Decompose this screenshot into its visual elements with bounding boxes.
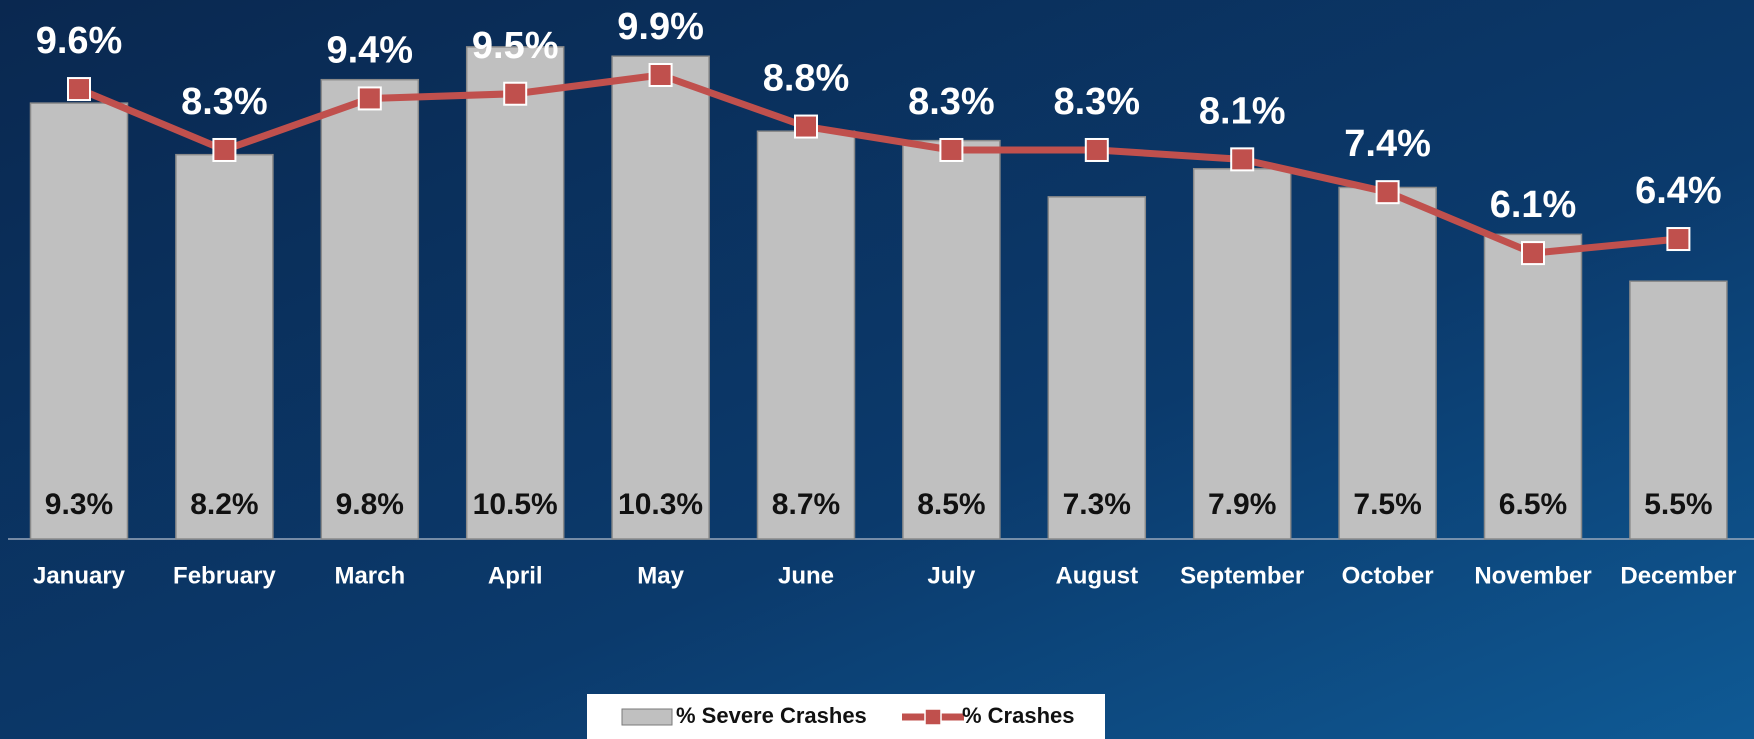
x-tick-label: March bbox=[334, 562, 405, 589]
legend-label: % Severe Crashes bbox=[676, 703, 867, 728]
legend bbox=[587, 694, 1105, 739]
bar bbox=[1192, 167, 1292, 540]
bar bbox=[611, 55, 710, 540]
line bbox=[77, 71, 1679, 257]
bar-value-label: 7.5% bbox=[1353, 488, 1421, 521]
bar-value-label: 9.3% bbox=[45, 488, 113, 521]
line-value-label: 6.4% bbox=[1635, 170, 1722, 212]
line-value-label: 8.3% bbox=[1053, 81, 1140, 123]
bar bbox=[1629, 280, 1728, 540]
line-value-label: 6.1% bbox=[1490, 184, 1577, 226]
x-tick-label: January bbox=[33, 562, 126, 589]
line-value-label: 9.5% bbox=[472, 25, 559, 67]
bar-value-label: 10.5% bbox=[473, 488, 558, 521]
bar bbox=[29, 102, 129, 540]
bar-value-label: 7.3% bbox=[1063, 488, 1131, 521]
x-tick-label: June bbox=[778, 562, 834, 589]
bar-value-label: 10.3% bbox=[618, 488, 703, 521]
x-tick-label: November bbox=[1474, 562, 1591, 589]
bar-value-label: 6.5% bbox=[1499, 488, 1567, 521]
line-marker bbox=[67, 77, 91, 102]
bar-value-label: 5.5% bbox=[1644, 488, 1712, 521]
line-value-label: 8.8% bbox=[763, 58, 850, 100]
x-tick-label: May bbox=[637, 562, 684, 589]
x-tick-label: September bbox=[1180, 562, 1304, 589]
line-marker bbox=[357, 86, 382, 111]
x-tick-label: December bbox=[1620, 562, 1736, 589]
line-value-label: 7.4% bbox=[1344, 123, 1431, 165]
line-value-label: 9.4% bbox=[326, 29, 413, 71]
bar-value-label: 9.8% bbox=[336, 488, 404, 521]
line-value-label: 8.1% bbox=[1199, 90, 1286, 132]
legend-swatch-marker bbox=[924, 708, 942, 726]
bar bbox=[1338, 186, 1437, 540]
bar bbox=[320, 78, 420, 540]
line-value-label: 8.3% bbox=[908, 81, 995, 123]
bar bbox=[1047, 196, 1147, 540]
bar-value-label: 8.2% bbox=[190, 488, 258, 521]
line-marker bbox=[939, 137, 964, 162]
bar bbox=[756, 130, 856, 540]
line-marker bbox=[1375, 180, 1400, 205]
line-value-label: 8.3% bbox=[181, 81, 268, 123]
x-tick-label: August bbox=[1055, 562, 1138, 589]
line-marker bbox=[1230, 147, 1255, 172]
bar bbox=[902, 139, 1001, 540]
bar bbox=[1483, 233, 1583, 540]
line-marker bbox=[1666, 227, 1691, 252]
x-tick-label: July bbox=[927, 562, 976, 589]
line-marker bbox=[1521, 241, 1545, 266]
line-marker bbox=[1084, 137, 1109, 162]
x-tick-label: October bbox=[1342, 562, 1434, 589]
line-value-label: 9.9% bbox=[617, 6, 704, 48]
legend-swatch bbox=[621, 708, 673, 726]
bar-value-label: 8.5% bbox=[917, 488, 985, 521]
line-marker bbox=[212, 137, 237, 162]
bar bbox=[175, 153, 274, 540]
bar bbox=[465, 46, 565, 540]
x-tick-label: April bbox=[488, 562, 543, 589]
line-marker bbox=[794, 114, 818, 139]
bar-value-label: 7.9% bbox=[1208, 488, 1276, 521]
line-marker bbox=[648, 62, 673, 87]
x-tick-label: February bbox=[173, 562, 276, 589]
legend-label: % Crashes bbox=[962, 703, 1075, 728]
line-value-label: 9.6% bbox=[36, 20, 123, 62]
line-marker bbox=[503, 81, 528, 106]
bar-value-label: 8.7% bbox=[772, 488, 840, 521]
